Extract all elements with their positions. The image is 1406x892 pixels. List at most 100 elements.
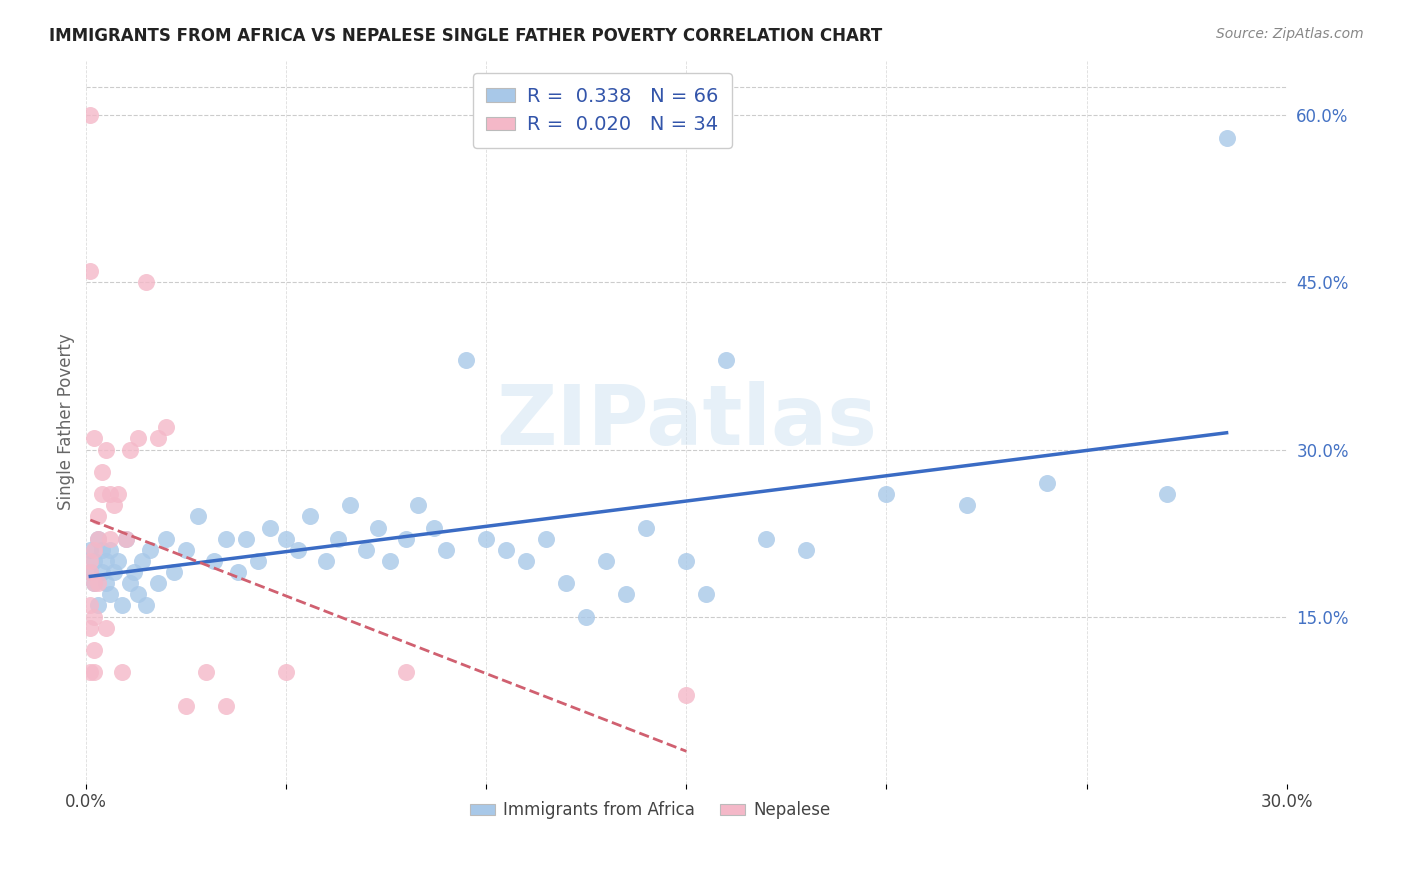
Point (120, 576, 142, 591)
Point (98, 587, 121, 601)
Point (83, 554, 105, 568)
Point (195, 665, 218, 680)
Point (79, 108, 101, 122)
Point (98, 487, 121, 501)
Point (91, 565, 114, 579)
Point (87, 599, 110, 613)
Point (315, 554, 337, 568)
Point (716, 353, 738, 368)
Point (96, 576, 118, 591)
Point (79, 599, 101, 613)
Point (456, 353, 478, 368)
Point (176, 542, 198, 557)
Point (98, 542, 121, 557)
Point (555, 576, 578, 591)
Point (107, 554, 129, 568)
Point (127, 431, 149, 445)
Point (83, 609, 105, 624)
Point (408, 498, 430, 512)
Point (575, 609, 598, 624)
Point (155, 532, 177, 546)
Point (91, 542, 114, 557)
Point (276, 665, 298, 680)
Point (202, 554, 225, 568)
Point (96, 621, 118, 635)
Point (91, 487, 114, 501)
Point (83, 542, 105, 557)
Point (115, 532, 138, 546)
Point (367, 520, 389, 534)
Point (111, 665, 134, 680)
Point (675, 688, 697, 702)
Point (87, 509, 110, 524)
Point (91, 465, 114, 479)
Point (176, 698, 198, 713)
Point (103, 498, 125, 512)
Point (675, 554, 697, 568)
Point (96, 554, 118, 568)
Point (163, 565, 186, 579)
Point (87, 576, 110, 591)
Point (98, 532, 121, 546)
Point (536, 532, 558, 546)
Point (1035, 475, 1057, 490)
Point (434, 542, 457, 557)
Point (380, 554, 402, 568)
Point (328, 532, 350, 546)
Point (155, 420, 177, 434)
Point (135, 276, 157, 290)
Text: IMMIGRANTS FROM AFRICA VS NEPALESE SINGLE FATHER POVERTY CORRELATION CHART: IMMIGRANTS FROM AFRICA VS NEPALESE SINGL… (49, 27, 883, 45)
Point (79, 665, 101, 680)
Point (83, 576, 105, 591)
Point (187, 509, 209, 524)
Point (423, 520, 446, 534)
Point (120, 442, 142, 457)
Point (395, 665, 418, 680)
Text: ZIPatlas: ZIPatlas (496, 381, 877, 462)
Point (395, 532, 418, 546)
Point (79, 565, 101, 579)
Point (955, 498, 977, 512)
Point (103, 565, 125, 579)
Point (287, 542, 309, 557)
Point (235, 532, 257, 546)
Point (131, 554, 153, 568)
Point (515, 554, 537, 568)
Point (124, 565, 146, 579)
Point (247, 554, 270, 568)
Point (83, 576, 105, 591)
Point (139, 542, 162, 557)
Point (595, 554, 617, 568)
Point (1156, 487, 1178, 501)
Point (148, 431, 170, 445)
Point (755, 532, 778, 546)
Point (79, 621, 101, 635)
Point (83, 431, 105, 445)
Point (796, 542, 818, 557)
Point (148, 576, 170, 591)
Point (876, 487, 898, 501)
Point (96, 442, 118, 457)
Point (259, 520, 281, 534)
Point (339, 498, 361, 512)
Point (299, 509, 322, 524)
Point (695, 587, 717, 601)
Point (215, 698, 238, 713)
Point (87, 532, 110, 546)
Point (107, 487, 129, 501)
Point (115, 532, 138, 546)
Point (79, 554, 101, 568)
Y-axis label: Single Father Poverty: Single Father Poverty (58, 334, 75, 510)
Point (1215, 130, 1237, 145)
Point (83, 643, 105, 657)
Point (215, 532, 238, 546)
Point (127, 587, 149, 601)
Point (356, 542, 378, 557)
Point (475, 532, 498, 546)
Point (79, 542, 101, 557)
Point (79, 264, 101, 278)
Point (636, 520, 658, 534)
Point (495, 542, 517, 557)
Point (79, 565, 101, 579)
Legend: Immigrants from Africa, Nepalese: Immigrants from Africa, Nepalese (464, 795, 838, 826)
